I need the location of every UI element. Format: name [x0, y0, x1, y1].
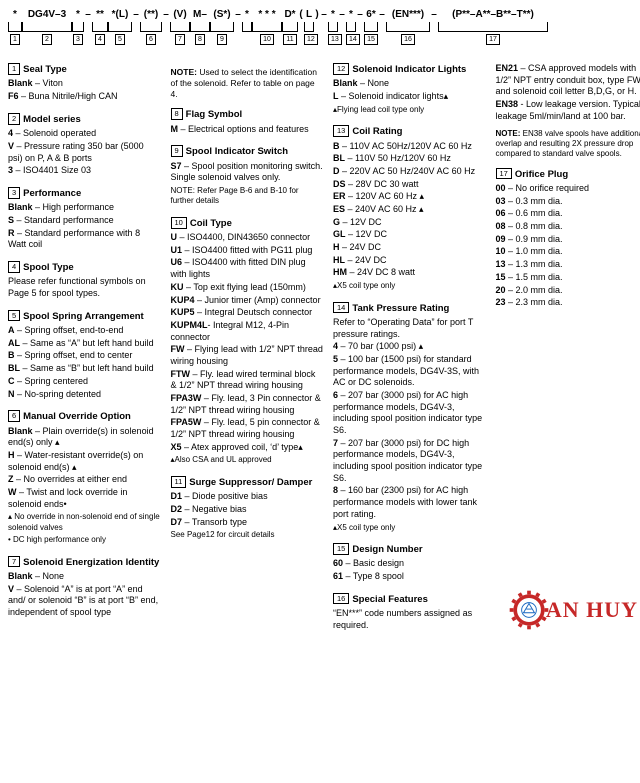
column-4: EN21 – CSA approved models with 1/2” NPT…	[496, 63, 640, 641]
section-6: 6Manual Override OptionBlank – Plain ove…	[8, 410, 161, 545]
section-9: 9Spool Indicator SwitchS7 – Spool positi…	[171, 145, 324, 207]
section-14: 14Tank Pressure RatingRefer to “Operatin…	[333, 302, 486, 533]
column-1: 1Seal TypeBlank – VitonF6 – Buna Nitrile…	[8, 63, 161, 641]
model-code-strip: *1DG4V–32*3–**4*(L)5–(**)6–(V)7M–8(S*)9–…	[8, 8, 640, 45]
brand-logo: AN HUY	[506, 587, 638, 633]
section-15: 15Design Number60 – Basic design61 – Typ…	[333, 543, 486, 583]
section-10: 10Coil TypeU – ISO4400, DIN43650 connect…	[171, 217, 324, 466]
col2-note: NOTE: Used to select the identification …	[171, 67, 324, 100]
section-1: 1Seal TypeBlank – VitonF6 – Buna Nitrile…	[8, 63, 161, 103]
section-17: 17Orifice Plug00 – No orifice required03…	[496, 168, 640, 309]
section-3: 3PerformanceBlank – High performanceS – …	[8, 187, 161, 251]
section-5: 5Spool Spring ArrangementA – Spring offs…	[8, 310, 161, 400]
section-11: 11Surge Suppressor/ DamperD1 – Diode pos…	[171, 476, 324, 541]
section-13: 13Coil RatingB – 110V AC 50Hz/120V AC 60…	[333, 125, 486, 291]
section-7: 7Solenoid Energization IdentityBlank – N…	[8, 556, 161, 619]
section-8: 8Flag SymbolM – Electrical options and f…	[171, 108, 324, 135]
section-16: 16Special Features“EN***” code numbers a…	[333, 593, 486, 632]
section-4: 4Spool TypePlease refer functional symbo…	[8, 261, 161, 300]
section-2: 2Model series4 – Solenoid operatedV – Pr…	[8, 113, 161, 177]
column-2: NOTE: Used to select the identification …	[171, 63, 324, 641]
section-12: 12Solenoid Indicator LightsBlank – NoneL…	[333, 63, 486, 115]
column-3: 12Solenoid Indicator LightsBlank – NoneL…	[333, 63, 486, 641]
brand-text: AN HUY	[546, 596, 638, 625]
